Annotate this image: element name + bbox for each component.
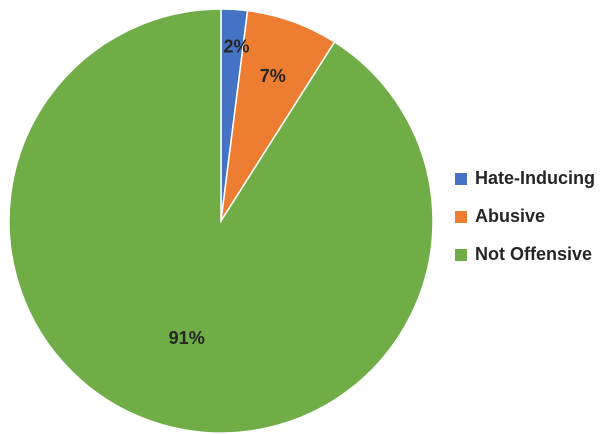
legend-label-not-offensive: Not Offensive xyxy=(475,244,592,264)
data-label-not-offensive: 91% xyxy=(169,328,205,348)
data-label-hate-inducing: 2% xyxy=(223,37,249,57)
pie-slice-not-offensive xyxy=(8,8,434,434)
legend: Hate-Inducing Abusive Not Offensive xyxy=(455,168,595,264)
pie-slices xyxy=(8,8,434,434)
pie-data-labels: 2% 7% 91% xyxy=(169,37,286,348)
legend-swatch-hate-inducing xyxy=(455,173,467,185)
legend-label-abusive: Abusive xyxy=(475,206,545,226)
legend-label-hate-inducing: Hate-Inducing xyxy=(475,168,595,188)
legend-swatch-not-offensive xyxy=(455,249,467,261)
data-label-abusive: 7% xyxy=(260,66,286,86)
legend-swatch-abusive xyxy=(455,211,467,223)
